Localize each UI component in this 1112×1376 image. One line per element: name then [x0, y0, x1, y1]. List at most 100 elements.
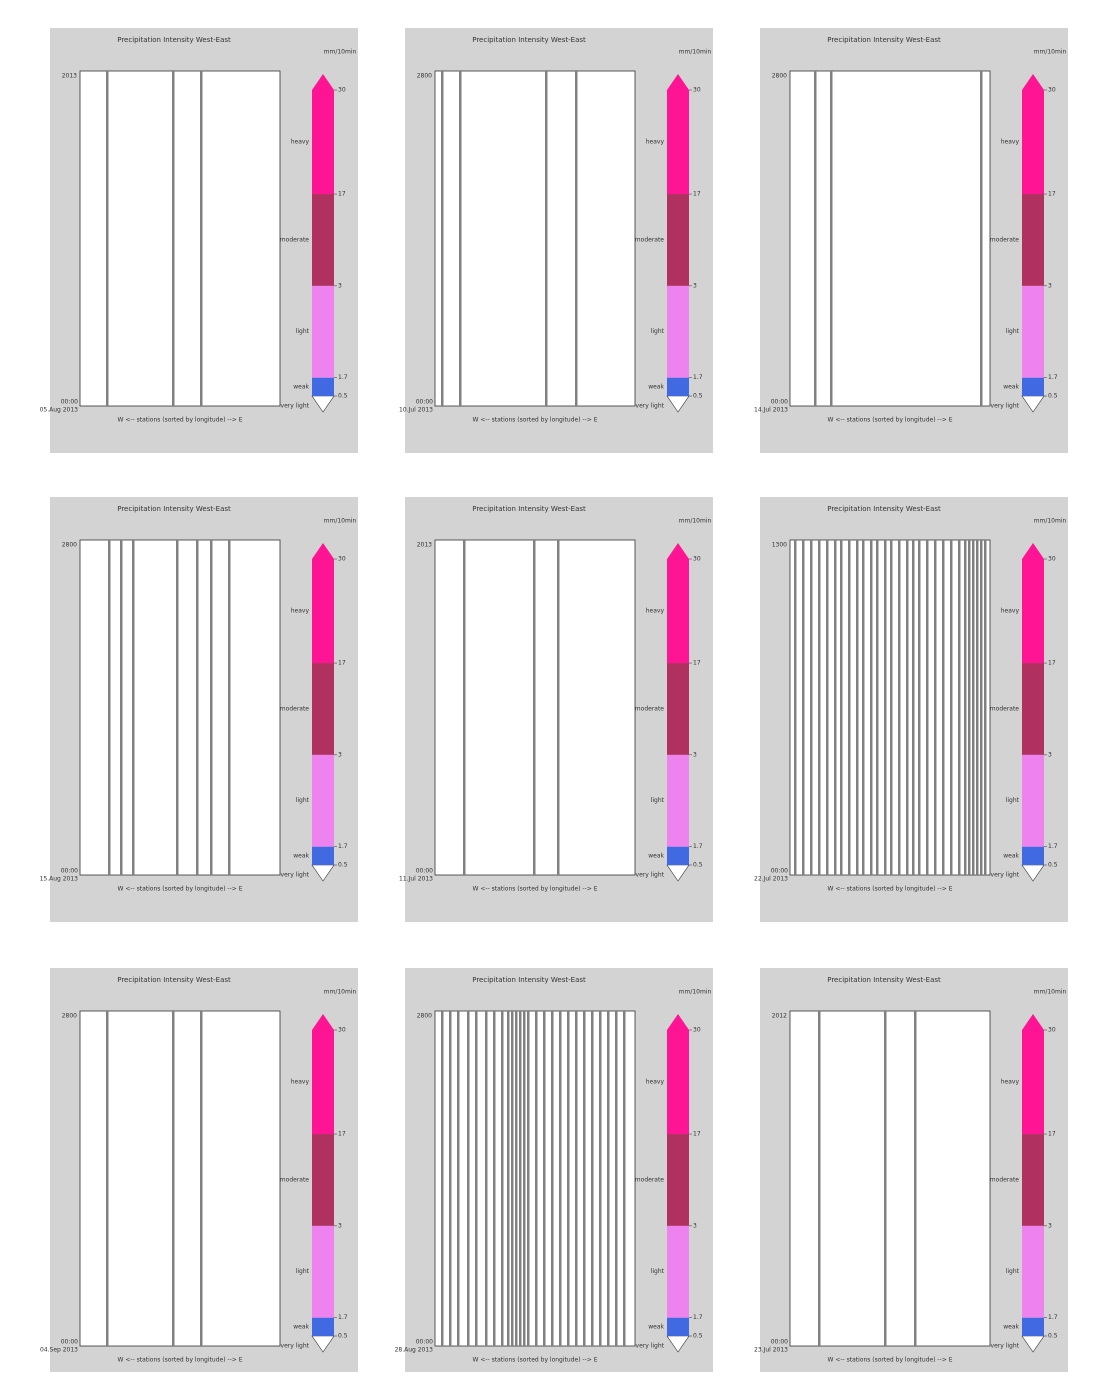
missing-station — [914, 1011, 917, 1346]
missing-station — [926, 540, 929, 875]
missing-station — [533, 540, 536, 875]
missing-station — [840, 540, 843, 875]
class-label: weak — [648, 383, 664, 390]
missing-station — [794, 540, 797, 875]
colorbar-segment — [312, 378, 334, 396]
class-label: moderate — [990, 236, 1020, 243]
missing-station — [543, 1011, 546, 1346]
colorbar-tick-label: 17 — [1048, 191, 1056, 198]
missing-station — [523, 1011, 526, 1346]
x-axis-label: W <-- stations (sorted by longitude) -->… — [828, 417, 953, 424]
colorbar-segment — [1022, 90, 1044, 194]
colorbar-tick-label: 3 — [1048, 751, 1052, 758]
colorbar-segment — [312, 755, 334, 847]
class-label: heavy — [1001, 1079, 1020, 1086]
missing-station — [884, 540, 887, 875]
colorbar-tick-label: 0.5 — [338, 393, 348, 400]
panel-title: Precipitation Intensity West-East — [827, 36, 941, 44]
missing-station — [968, 540, 971, 875]
colorbar-segment — [1022, 378, 1044, 396]
colorbar-tick-label: 17 — [693, 191, 701, 198]
colorbar-segment — [312, 1226, 334, 1318]
y-top-label: 2013 — [417, 542, 432, 549]
missing-station — [950, 540, 953, 875]
y-bottom-label: 00:00 — [771, 399, 788, 406]
y-top-label: 2800 — [62, 542, 77, 549]
missing-station — [527, 1011, 530, 1346]
date-label: 14.Jul 2013 — [754, 407, 788, 414]
missing-station — [918, 540, 921, 875]
class-label: moderate — [635, 705, 665, 712]
missing-station — [485, 1011, 488, 1346]
missing-station — [884, 1011, 887, 1346]
y-top-label: 2800 — [417, 1013, 432, 1020]
colorbar-segment — [312, 847, 334, 865]
plot-area — [790, 71, 990, 406]
x-axis-label: W <-- stations (sorted by longitude) -->… — [473, 1357, 598, 1364]
missing-station — [818, 1011, 821, 1346]
class-label: weak — [293, 852, 309, 859]
colorbar-tick-label: 0.5 — [693, 393, 703, 400]
colorbar-unit: mm/10min — [324, 989, 357, 996]
missing-station — [545, 71, 548, 406]
class-label: heavy — [646, 1079, 665, 1086]
colorbar-segment — [667, 1226, 689, 1318]
missing-station — [535, 1011, 538, 1346]
date-label: 10.Jul 2013 — [399, 407, 433, 414]
colorbar-unit: mm/10min — [1034, 49, 1067, 56]
missing-station — [599, 1011, 602, 1346]
class-label: light — [296, 797, 310, 804]
missing-station — [515, 1011, 518, 1346]
colorbar-tick-label: 30 — [1048, 556, 1056, 563]
panel-title: Precipitation Intensity West-East — [472, 36, 586, 44]
colorbar-segment — [667, 559, 689, 663]
colorbar-segment — [667, 663, 689, 755]
missing-station — [511, 1011, 514, 1346]
panel: Precipitation Intensity West-East mm/10mi… — [40, 968, 358, 1372]
panel: Precipitation Intensity West-Eastmm/10mi… — [399, 497, 713, 922]
missing-station — [228, 540, 231, 875]
missing-station — [507, 1011, 510, 1346]
colorbar-tick-label: 3 — [693, 282, 697, 289]
colorbar-tick-label: 30 — [338, 87, 346, 94]
colorbar-segment — [1022, 1226, 1044, 1318]
y-bottom-label: 00:00 — [771, 1339, 788, 1346]
missing-station — [441, 1011, 444, 1346]
y-top-label: 2013 — [62, 73, 77, 80]
colorbar-tick-label: 0.5 — [1048, 862, 1058, 869]
panel-title: Precipitation Intensity West-East — [117, 976, 231, 984]
missing-station — [848, 540, 851, 875]
colorbar-segment — [312, 194, 334, 286]
missing-station — [132, 540, 135, 875]
class-label: heavy — [291, 608, 310, 615]
panel-title: Precipitation Intensity West-East — [827, 505, 941, 513]
colorbar-segment — [1022, 847, 1044, 865]
class-label: very light — [991, 872, 1020, 879]
colorbar-segment — [312, 663, 334, 755]
colorbar-segment — [667, 847, 689, 865]
missing-station — [501, 1011, 504, 1346]
class-label: weak — [293, 1323, 309, 1330]
colorbar-segment — [667, 194, 689, 286]
missing-station — [172, 1011, 175, 1346]
missing-station — [493, 1011, 496, 1346]
missing-station — [210, 540, 213, 875]
missing-station — [876, 540, 879, 875]
missing-station — [890, 540, 893, 875]
class-label: moderate — [635, 236, 665, 243]
missing-station — [459, 71, 462, 406]
y-bottom-label: 00:00 — [416, 1339, 433, 1346]
colorbar-segment — [1022, 1134, 1044, 1226]
class-label: very light — [281, 403, 310, 410]
missing-station — [906, 540, 909, 875]
colorbar-unit: mm/10min — [679, 989, 712, 996]
class-label: moderate — [635, 1176, 665, 1183]
missing-station — [583, 1011, 586, 1346]
class-label: very light — [636, 1343, 665, 1350]
colorbar-segment — [312, 286, 334, 378]
missing-station — [196, 540, 199, 875]
missing-station — [976, 540, 979, 875]
missing-station — [475, 1011, 478, 1346]
class-label: weak — [648, 852, 664, 859]
x-axis-label: W <-- stations (sorted by longitude) -->… — [118, 417, 243, 424]
